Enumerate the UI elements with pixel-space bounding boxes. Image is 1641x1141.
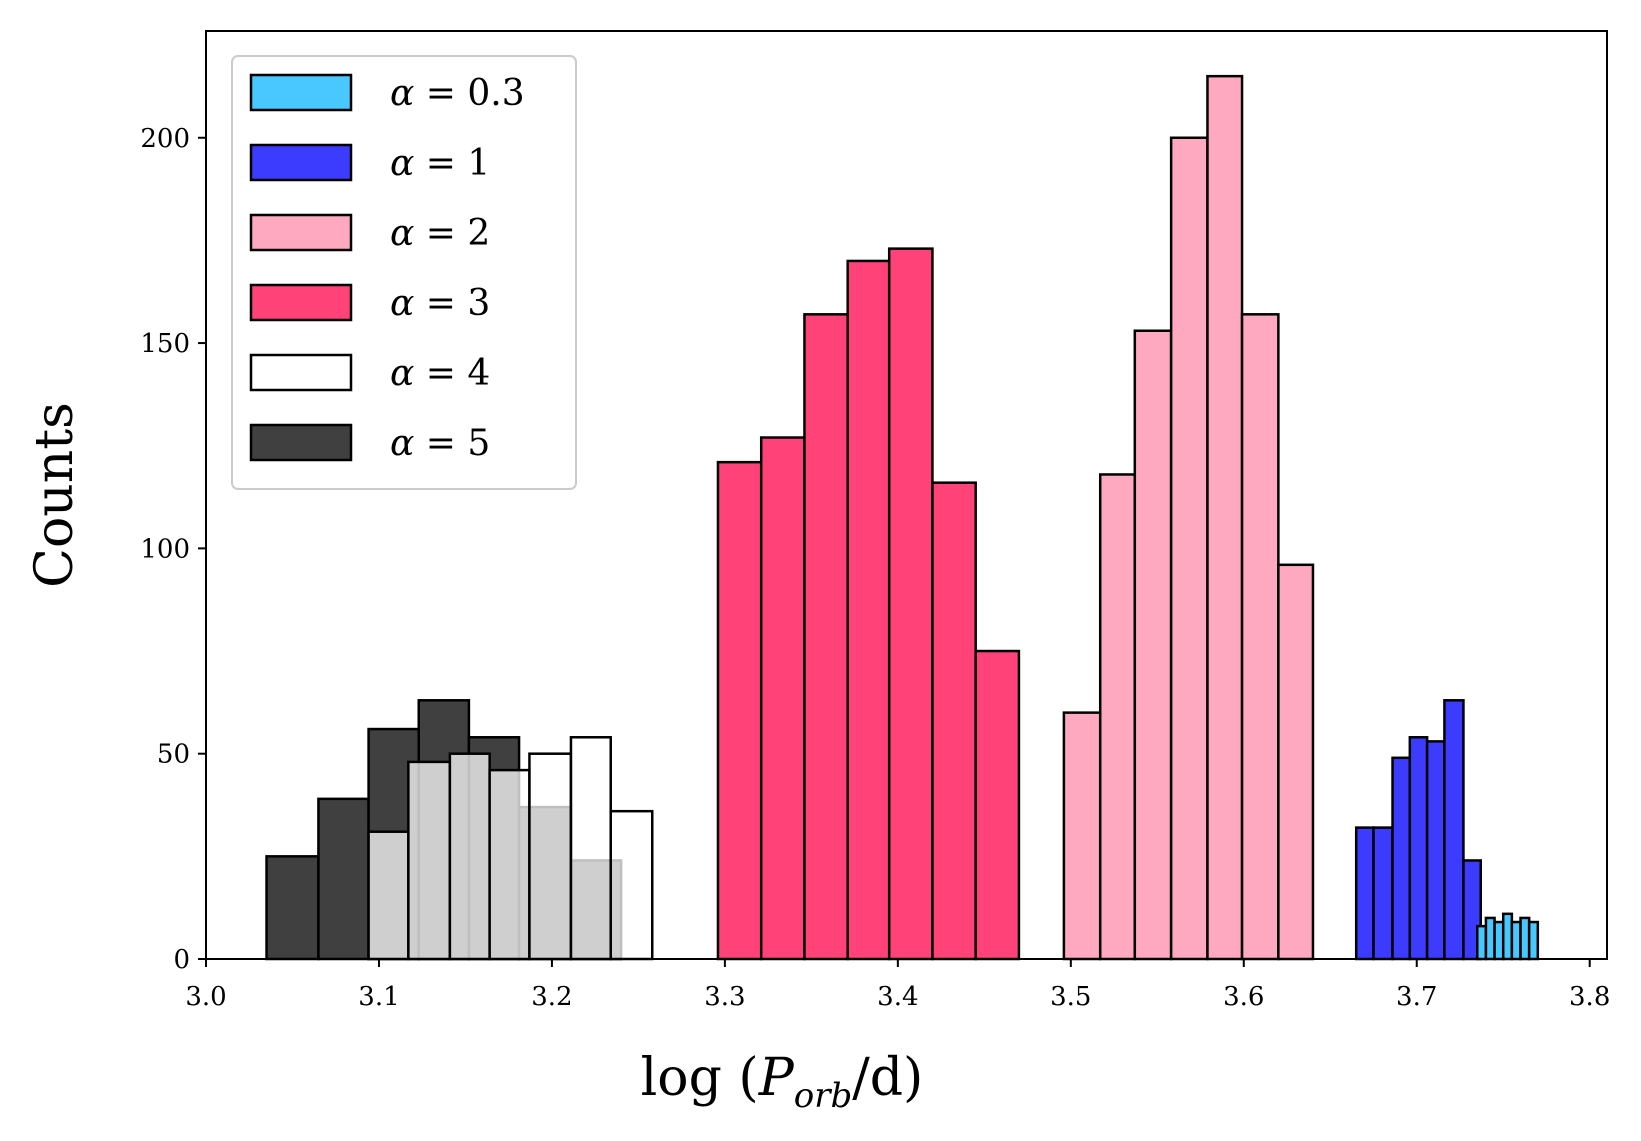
legend-label: α = 4 <box>390 353 490 394</box>
bar <box>367 830 410 961</box>
y-tick-label: 100 <box>140 534 190 564</box>
bar <box>1408 736 1429 961</box>
bar <box>1133 329 1173 961</box>
x-tick-label: 3.6 <box>1223 982 1264 1012</box>
y-tick-label: 200 <box>140 124 190 154</box>
bar <box>1240 313 1280 961</box>
bar <box>1510 920 1522 961</box>
legend-swatch <box>249 283 353 322</box>
bar <box>1169 136 1209 961</box>
x-tick-label: 3.1 <box>358 982 399 1012</box>
legend-swatch <box>249 73 353 112</box>
bar <box>1425 740 1446 961</box>
histogram-bars <box>265 74 1540 961</box>
legend-item: α = 1 <box>249 143 490 184</box>
legend-label: α = 1 <box>390 143 490 184</box>
legend-item: α = 2 <box>249 213 490 254</box>
bar <box>1098 473 1137 961</box>
bar <box>1372 826 1394 961</box>
x-axis-ticks: 3.0 3.1 3.2 3.3 3.4 3.5 3.6 3.7 3.8 <box>185 959 1610 1012</box>
series-3 <box>1062 74 1315 961</box>
legend-swatch <box>249 423 353 462</box>
bar <box>1519 916 1531 961</box>
bar <box>887 247 934 961</box>
x-tick-label: 3.5 <box>1050 982 1091 1012</box>
y-axis-ticks: 0 50 100 150 200 <box>140 124 206 975</box>
legend-swatch <box>249 143 353 182</box>
bar <box>974 649 1021 961</box>
bar <box>1527 920 1540 961</box>
x-tick-label: 3.8 <box>1569 982 1610 1012</box>
bar <box>716 460 763 961</box>
bar <box>803 313 849 961</box>
series-1 <box>367 736 654 961</box>
plot-frame <box>205 30 1608 960</box>
series-5 <box>1476 912 1540 961</box>
bar <box>1476 924 1488 961</box>
bar <box>1062 711 1102 961</box>
bar <box>759 436 806 961</box>
y-tick-label: 150 <box>140 329 190 359</box>
legend: α = 0.3 α = 1 α = 2 α = 3 α = 4 α = 5 <box>231 55 577 490</box>
series-2 <box>716 247 1021 961</box>
bar <box>1493 920 1505 961</box>
x-tick-label: 3.0 <box>185 982 226 1012</box>
x-tick-label: 3.2 <box>531 982 572 1012</box>
x-tick-label: 3.3 <box>704 982 745 1012</box>
legend-item: α = 0.3 <box>249 73 525 114</box>
bar <box>846 259 891 961</box>
bar <box>1484 916 1496 961</box>
legend-label: α = 0.3 <box>390 73 525 114</box>
bar <box>1443 699 1465 961</box>
x-tick-label: 3.4 <box>877 982 918 1012</box>
legend-label: α = 2 <box>390 213 490 254</box>
bar <box>1206 74 1244 961</box>
bar <box>569 736 612 961</box>
bar <box>931 481 977 961</box>
bar <box>528 752 573 961</box>
legend-item: α = 4 <box>249 353 490 394</box>
bar <box>448 752 491 961</box>
legend-item: α = 5 <box>249 423 490 464</box>
bar <box>265 855 320 961</box>
bar <box>1354 826 1375 961</box>
bar <box>488 768 531 961</box>
bar <box>1501 912 1514 961</box>
y-tick-label: 0 <box>173 945 190 975</box>
bar <box>609 809 654 961</box>
legend-label: α = 3 <box>390 283 490 324</box>
bar <box>407 760 452 961</box>
bar <box>1277 563 1315 961</box>
y-tick-label: 50 <box>157 740 190 770</box>
y-axis-title: Counts <box>25 402 85 588</box>
bar <box>1391 756 1412 961</box>
legend-label: α = 5 <box>390 423 490 464</box>
legend-item: α = 3 <box>249 283 490 324</box>
series-4 <box>1354 699 1482 961</box>
legend-swatch <box>249 353 353 392</box>
bar <box>317 797 370 961</box>
x-tick-label: 3.7 <box>1396 982 1437 1012</box>
x-axis-title: log (Porb/d) <box>641 1048 924 1116</box>
legend-swatch <box>249 213 353 252</box>
